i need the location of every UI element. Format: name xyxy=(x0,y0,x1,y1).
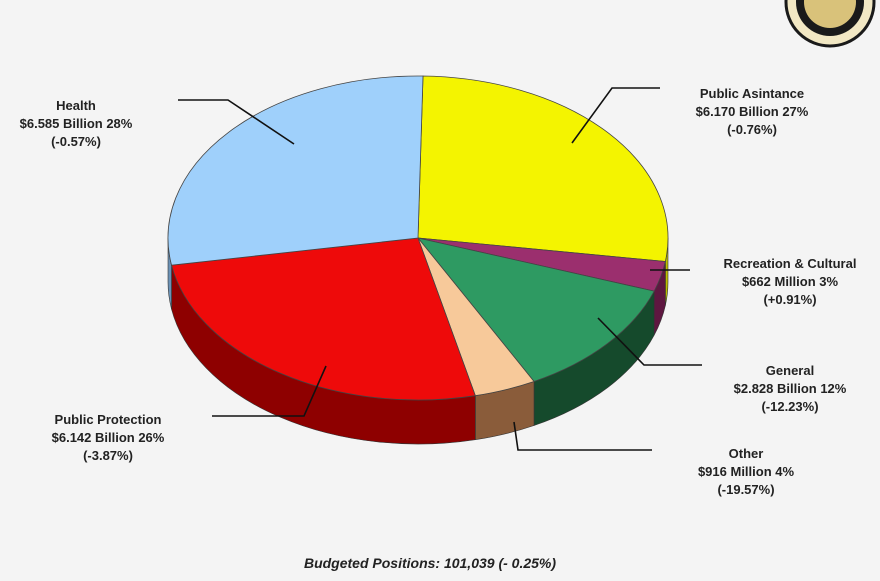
leader-line-public-protection xyxy=(212,365,327,417)
leader-line-health xyxy=(178,99,295,145)
slice-change-recreation-cultural: (+0.91%) xyxy=(763,292,816,307)
slice-amount-recreation-cultural: $662 Million 3% xyxy=(742,274,839,289)
pie-slice-health xyxy=(167,75,424,266)
slice-change-other: (-19.57%) xyxy=(717,482,774,497)
pie-slice-public-protection xyxy=(171,237,476,401)
slice-amount-general: $2.828 Billion 12% xyxy=(734,381,847,396)
slice-label-other: Other xyxy=(729,446,764,461)
leader-line-general xyxy=(597,317,702,366)
slice-amount-public-assistance: $6.170 Billion 27% xyxy=(696,104,809,119)
slice-change-public-assistance: (-0.76%) xyxy=(727,122,777,137)
slice-label-health: Health xyxy=(56,98,96,113)
county-seal-logo xyxy=(784,0,876,48)
budgeted-positions-footnote: Budgeted Positions: 101,039 (- 0.25%) xyxy=(304,555,556,571)
slice-change-health: (-0.57%) xyxy=(51,134,101,149)
pie-slice-public-assistance xyxy=(417,75,669,262)
slice-label-public-protection: Public Protection xyxy=(55,412,162,427)
slice-amount-public-protection: $6.142 Billion 26% xyxy=(52,430,165,445)
leader-line-public-assistance xyxy=(571,87,660,144)
slice-change-public-protection: (-3.87%) xyxy=(83,448,133,463)
leader-line-other xyxy=(513,421,652,451)
slice-amount-other: $916 Million 4% xyxy=(698,464,795,479)
slice-label-general: General xyxy=(766,363,814,378)
slice-label-recreation-cultural: Recreation & Cultural xyxy=(724,256,857,271)
slice-change-general: (-12.23%) xyxy=(761,399,818,414)
slice-label-public-assistance: Public Asintance xyxy=(700,86,804,101)
slice-amount-health: $6.585 Billion 28% xyxy=(20,116,133,131)
pie-slice-general xyxy=(416,237,655,382)
